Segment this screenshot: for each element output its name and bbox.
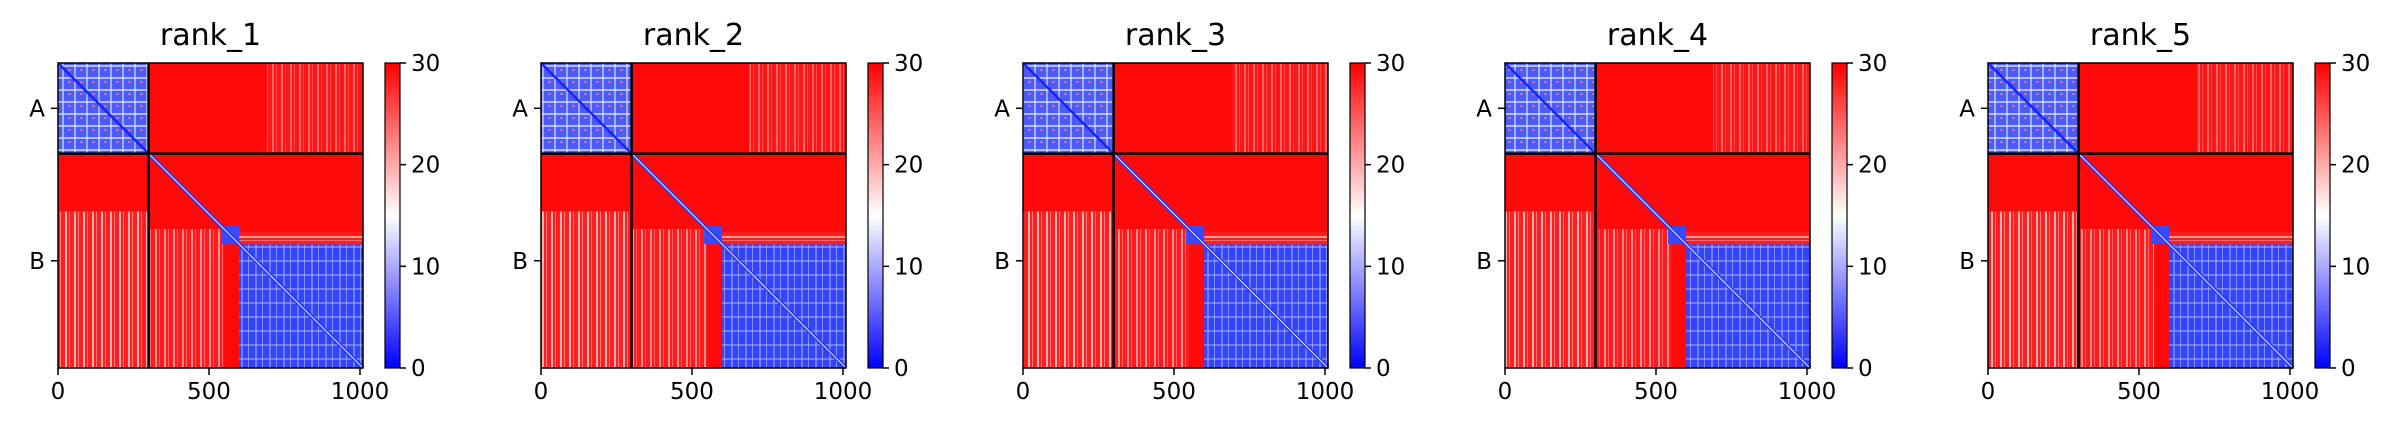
x-tick-label: 0 bbox=[534, 379, 549, 405]
y-tick-label: A bbox=[994, 96, 1010, 122]
colorbar-tick-label: 30 bbox=[2341, 51, 2370, 77]
heatmap-region bbox=[1686, 232, 1810, 245]
colorbar-tick-label: 10 bbox=[1858, 254, 1887, 280]
subplot-rank_3: rank_3 0 500 1000 A B 0 10 20 30 bbox=[994, 18, 1405, 405]
x-tick-label: 1000 bbox=[814, 379, 873, 405]
chart-title: rank_4 bbox=[1607, 18, 1708, 53]
y-tick-label: A bbox=[1476, 96, 1492, 122]
x-tick-label: 500 bbox=[187, 379, 231, 405]
x-tick-label: 500 bbox=[2117, 379, 2161, 405]
heatmap-diagonal bbox=[57, 62, 150, 155]
heatmap-region bbox=[1113, 229, 1190, 368]
y-tick-label: A bbox=[29, 96, 45, 122]
heatmap-diagonal bbox=[540, 62, 633, 155]
heatmap-region bbox=[2196, 63, 2293, 154]
heatmap-region bbox=[1231, 63, 1328, 154]
heatmap-region bbox=[1505, 153, 1596, 212]
heatmap-diagonal bbox=[1022, 62, 1115, 155]
y-tick-label: B bbox=[994, 249, 1010, 275]
x-tick-label: 500 bbox=[670, 379, 714, 405]
heatmap-region bbox=[749, 63, 846, 154]
heatmap-region bbox=[1988, 153, 2079, 212]
heatmap-region bbox=[631, 229, 708, 368]
x-tick-label: 1000 bbox=[1778, 379, 1837, 405]
subplot-rank_1: rank_1 0 500 1000 A B 0 10 20 30 bbox=[29, 18, 440, 405]
y-tick-label: B bbox=[29, 249, 45, 275]
heatmap-region bbox=[1713, 63, 1810, 154]
heatmap-region bbox=[722, 232, 846, 245]
colorbar-tick-label: 0 bbox=[894, 356, 909, 382]
chart-title: rank_2 bbox=[643, 18, 744, 53]
heatmap-region bbox=[266, 63, 363, 154]
subplot-rank_5: rank_5 0 500 1000 A B 0 10 20 30 bbox=[1959, 18, 2370, 405]
colorbar-tick-label: 20 bbox=[1376, 153, 1405, 179]
colorbar-tick-label: 0 bbox=[2341, 356, 2356, 382]
heatmap-region bbox=[2078, 229, 2155, 368]
heatmap-diagonal bbox=[1504, 62, 1597, 155]
colorbar-tick-label: 20 bbox=[2341, 153, 2370, 179]
x-tick-label: 0 bbox=[1498, 379, 1513, 405]
heatmap-region bbox=[1023, 153, 1114, 212]
axes-frame bbox=[1504, 62, 1811, 369]
axes-frame bbox=[540, 62, 847, 369]
y-tick-label: B bbox=[1476, 249, 1492, 275]
colorbar-tick-label: 10 bbox=[1376, 254, 1405, 280]
heatmap-diagonal bbox=[2078, 153, 2294, 369]
colorbar-tick-label: 30 bbox=[1376, 51, 1405, 77]
y-tick-label: B bbox=[512, 249, 528, 275]
colorbar-tick-label: 30 bbox=[1858, 51, 1887, 77]
heatmap-region bbox=[2169, 232, 2293, 245]
heatmap-region bbox=[239, 232, 363, 245]
colorbar bbox=[2314, 62, 2331, 369]
x-tick-label: 1000 bbox=[2261, 379, 2320, 405]
heatmap-diagonal bbox=[1113, 153, 1329, 369]
axes-frame bbox=[1022, 62, 1329, 369]
colorbar bbox=[867, 62, 884, 369]
colorbar-tick-label: 30 bbox=[411, 51, 440, 77]
chart-title: rank_1 bbox=[160, 18, 261, 53]
colorbar-tick-label: 10 bbox=[411, 254, 440, 280]
subplot-rank_2: rank_2 0 500 1000 A B 0 10 20 30 bbox=[512, 18, 923, 405]
colorbar-tick-label: 20 bbox=[411, 153, 440, 179]
x-tick-label: 0 bbox=[51, 379, 66, 405]
colorbar bbox=[1349, 62, 1366, 369]
y-tick-label: B bbox=[1959, 249, 1975, 275]
heatmap-region bbox=[1595, 229, 1672, 368]
y-tick-label: A bbox=[1959, 96, 1975, 122]
colorbar-tick-label: 10 bbox=[894, 254, 923, 280]
axes-frame bbox=[57, 62, 364, 369]
heatmap-diagonal bbox=[148, 153, 364, 369]
heatmap-region bbox=[148, 229, 225, 368]
x-tick-label: 500 bbox=[1152, 379, 1196, 405]
chart-title: rank_5 bbox=[2090, 18, 2191, 53]
heatmap-region bbox=[1204, 232, 1328, 245]
colorbar-tick-label: 0 bbox=[1376, 356, 1391, 382]
colorbar bbox=[1831, 62, 1848, 369]
heatmap-region bbox=[541, 153, 632, 212]
colorbar-tick-label: 20 bbox=[1858, 153, 1887, 179]
heatmap-diagonal bbox=[1987, 62, 2080, 155]
x-tick-label: 0 bbox=[1981, 379, 1996, 405]
subplot-rank_4: rank_4 0 500 1000 A B 0 10 20 30 bbox=[1476, 18, 1887, 405]
x-tick-label: 500 bbox=[1634, 379, 1678, 405]
colorbar-tick-label: 10 bbox=[2341, 254, 2370, 280]
chart-title: rank_3 bbox=[1125, 18, 1226, 53]
colorbar-tick-label: 20 bbox=[894, 153, 923, 179]
colorbar-tick-label: 30 bbox=[894, 51, 923, 77]
colorbar bbox=[384, 62, 401, 369]
axes-frame bbox=[1987, 62, 2294, 369]
heatmap-region bbox=[58, 153, 149, 212]
colorbar-tick-label: 0 bbox=[411, 356, 426, 382]
heatmap-diagonal bbox=[631, 153, 847, 369]
x-tick-label: 1000 bbox=[1296, 379, 1355, 405]
colorbar-tick-label: 0 bbox=[1858, 356, 1873, 382]
heatmap-diagonal bbox=[1595, 153, 1811, 369]
x-tick-label: 0 bbox=[1016, 379, 1031, 405]
y-tick-label: A bbox=[512, 96, 528, 122]
x-tick-label: 1000 bbox=[331, 379, 390, 405]
